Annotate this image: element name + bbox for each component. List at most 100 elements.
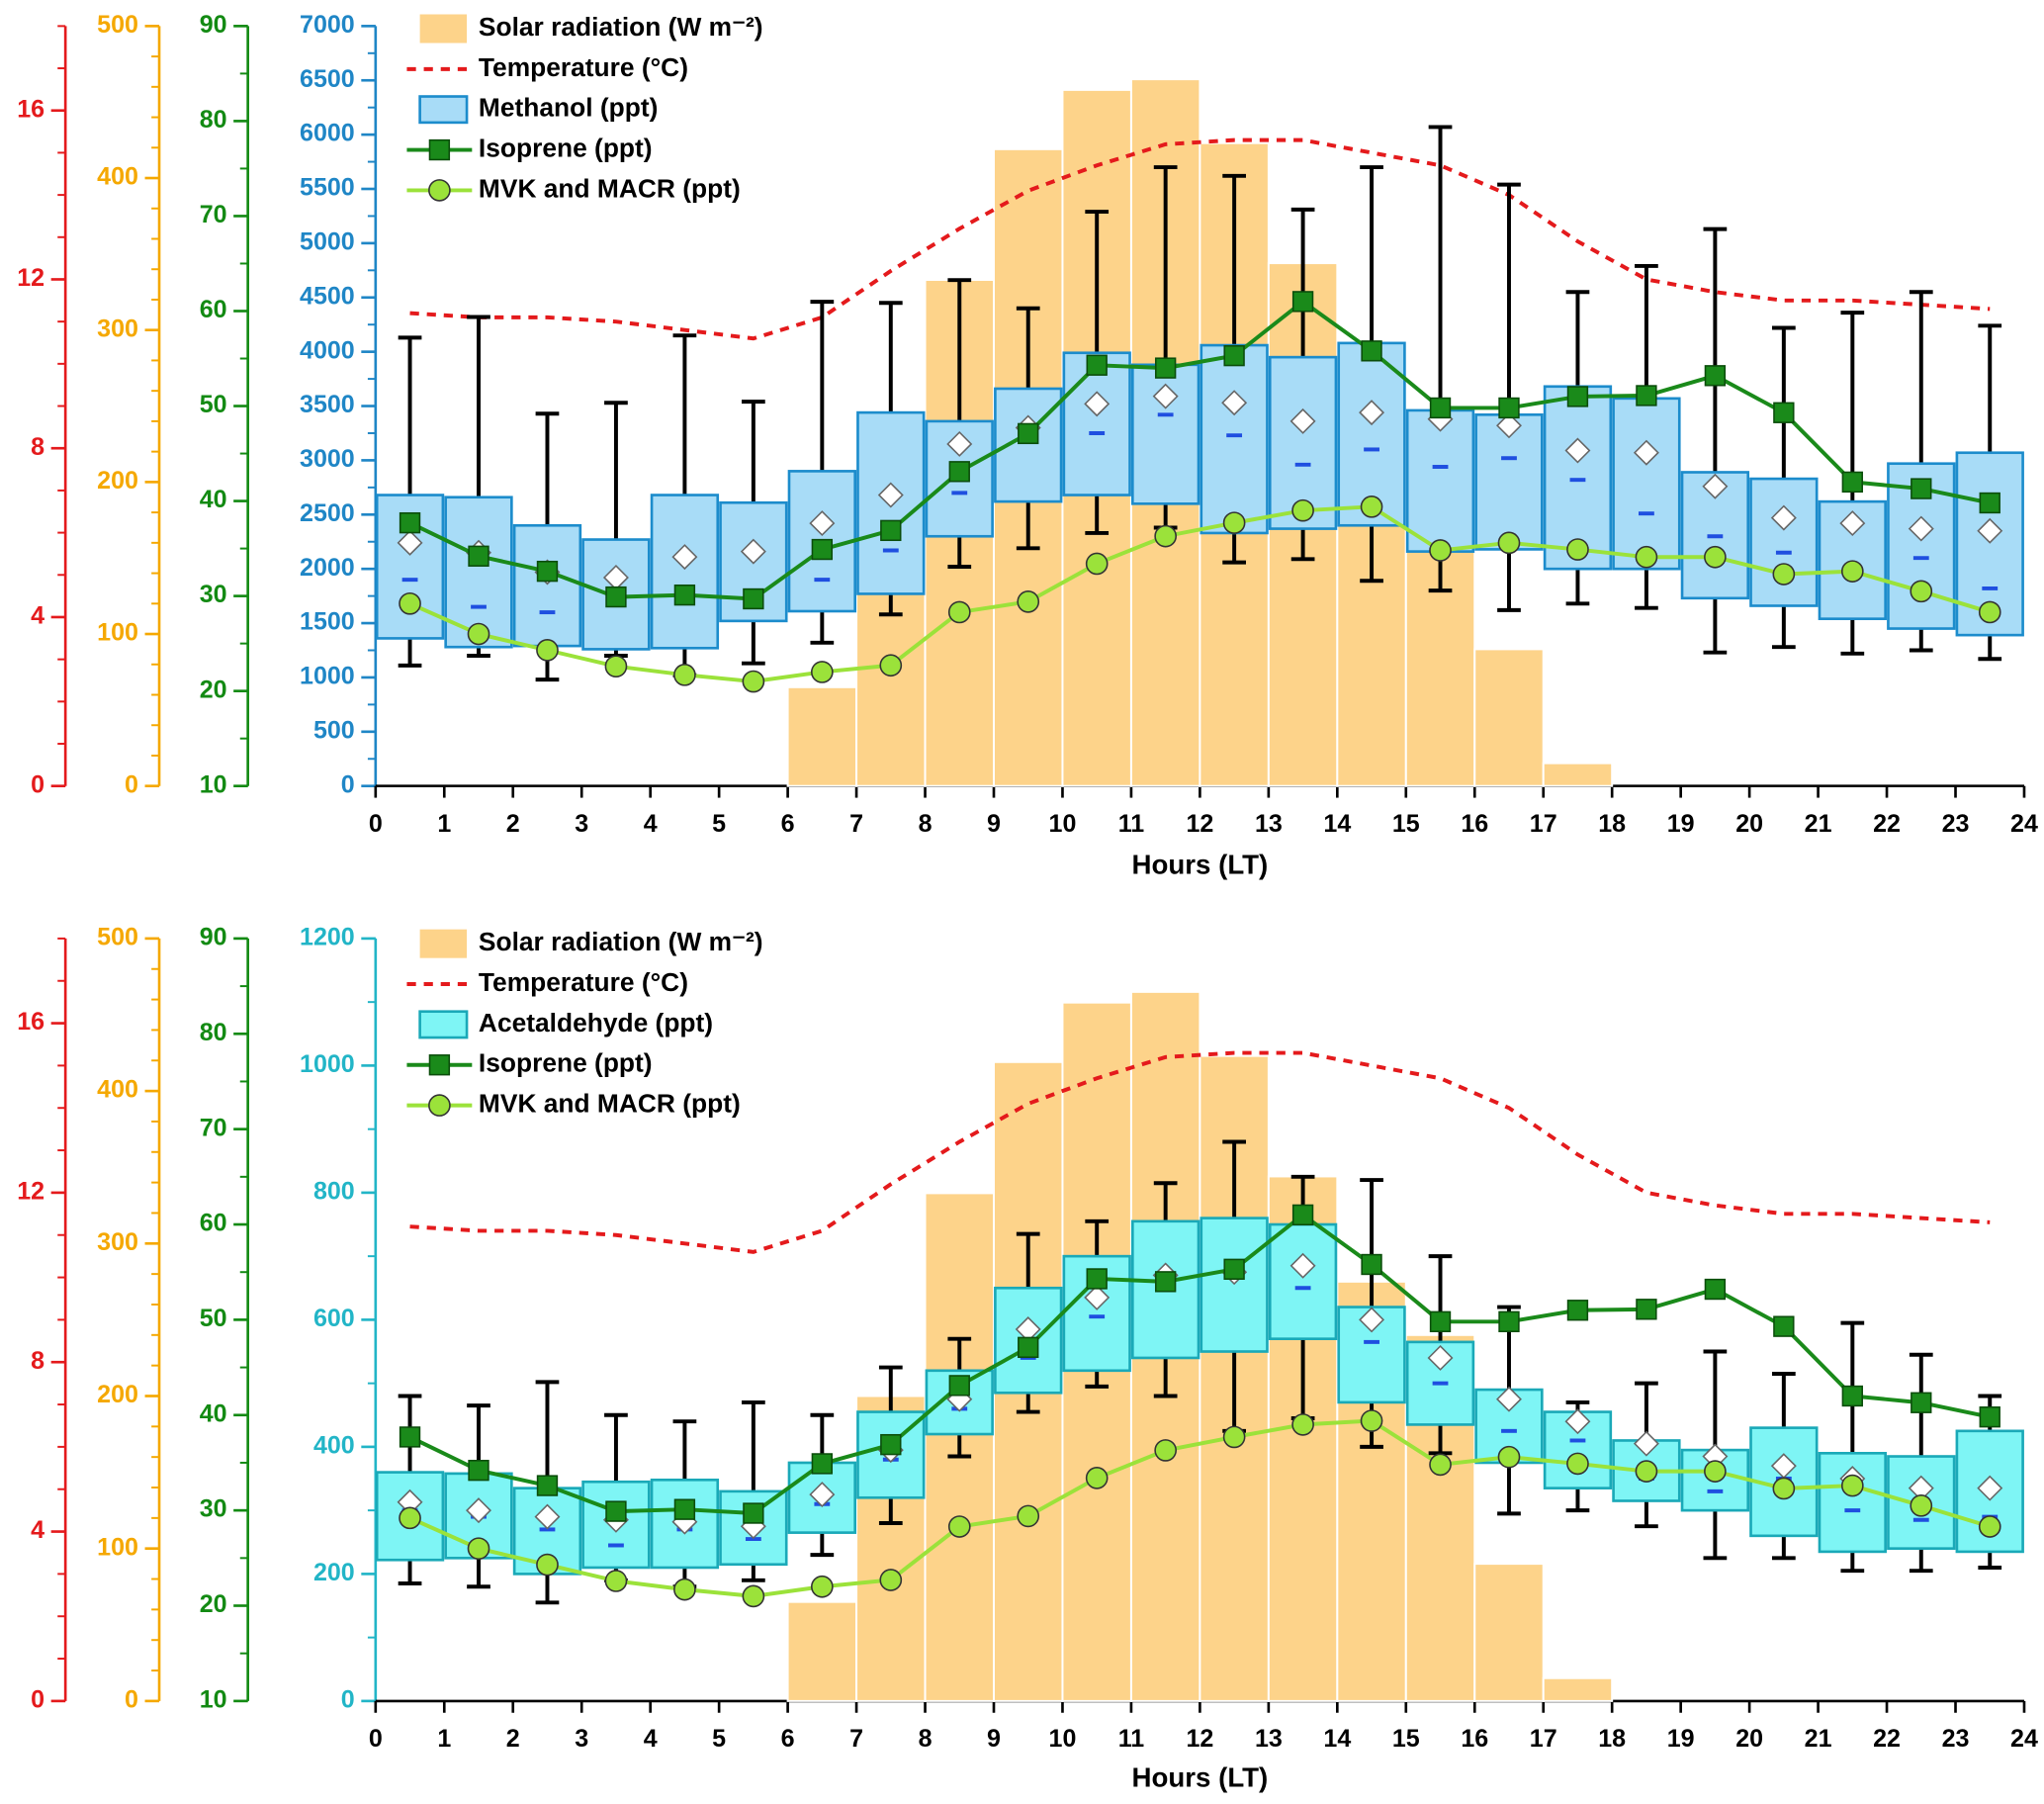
y-tick-label: 400 <box>313 1431 355 1459</box>
square-marker <box>1291 291 1314 313</box>
bar <box>786 1600 858 1702</box>
y-tick-label: 3500 <box>300 391 355 418</box>
y-tick-label: 40 <box>200 486 227 513</box>
square-marker <box>1979 492 2000 514</box>
circle-marker <box>1840 1474 1864 1497</box>
y-tick-label: 300 <box>97 1228 138 1256</box>
square-marker <box>536 1475 559 1496</box>
box <box>1131 1219 1200 1360</box>
mean-marker <box>1977 517 2003 544</box>
x-tick-label: 10 <box>1049 1725 1077 1753</box>
circle-marker <box>1017 1504 1040 1528</box>
circle-marker <box>742 670 765 693</box>
y-tick-label: 500 <box>313 716 355 744</box>
x-tick-label: 16 <box>1461 810 1488 838</box>
legend-marker <box>428 1054 451 1076</box>
bars <box>786 990 1614 1702</box>
square-marker <box>1291 1204 1314 1226</box>
circle-marker <box>947 600 971 624</box>
bar <box>1473 1563 1545 1702</box>
square-marker <box>1566 1300 1589 1321</box>
mean-marker <box>1427 1344 1454 1371</box>
y-tick-label: 5500 <box>300 174 355 202</box>
lines <box>399 1204 2001 1608</box>
square-marker <box>1498 397 1520 419</box>
mean-marker <box>1496 412 1522 439</box>
legend-label: Temperature (°C) <box>479 967 688 997</box>
square-marker <box>536 560 559 583</box>
legend: Solar radiation (W m⁻²) Temperature (°C) A… <box>406 927 763 1119</box>
x-tick-label: 24 <box>2010 1725 2038 1753</box>
mean-marker <box>1633 1430 1659 1457</box>
x-axis-title: Hours (LT) <box>1132 1761 1269 1792</box>
y-tick-label: 100 <box>97 1533 138 1561</box>
x-tick-label: 13 <box>1255 810 1283 838</box>
circle-marker <box>1566 538 1589 561</box>
legend-label: Methanol (ppt) <box>479 93 658 123</box>
y-tick-label: 60 <box>200 1210 227 1237</box>
x-tick-label: 0 <box>369 810 383 838</box>
circle-marker <box>1360 1409 1383 1432</box>
box <box>1887 1455 1956 1551</box>
x-tick-label: 2 <box>506 1725 520 1753</box>
circle-marker <box>1429 1453 1452 1477</box>
circle-marker <box>604 655 628 678</box>
y-tick-label: 20 <box>200 676 227 703</box>
x-tick-label: 22 <box>1873 810 1901 838</box>
circle-marker <box>1291 498 1314 522</box>
y-tick-label: 200 <box>97 1381 138 1408</box>
y-tick-label: 70 <box>200 1114 227 1141</box>
square-marker <box>1429 397 1452 419</box>
square-marker <box>605 1500 627 1522</box>
y-tick-label: 60 <box>200 296 227 323</box>
x-tick-label: 7 <box>849 1725 863 1753</box>
y-tick-label: 8 <box>31 433 44 461</box>
circle-marker <box>1704 545 1727 569</box>
y-tick-label: 4 <box>31 602 44 630</box>
square-marker <box>1154 357 1177 379</box>
circle-marker <box>399 591 421 615</box>
square-marker <box>1566 386 1589 407</box>
x-tick-label: 16 <box>1461 1725 1488 1753</box>
y-tick-label: 0 <box>31 1685 44 1713</box>
square-marker <box>811 538 834 561</box>
circle-marker <box>1497 531 1521 555</box>
circle-marker <box>1429 539 1452 562</box>
x-tick-label: 14 <box>1323 1725 1351 1753</box>
mean-marker <box>946 430 973 457</box>
y-tick-label: 80 <box>200 106 227 134</box>
x-tick-label: 24 <box>2010 810 2038 838</box>
x-tick-label: 11 <box>1118 810 1145 838</box>
chart-panel: 0481216010020030040050010203040506070809… <box>17 11 2038 880</box>
bar <box>786 685 858 787</box>
x-tick-label: 5 <box>712 810 726 838</box>
mean-marker <box>534 1503 561 1530</box>
box <box>1543 385 1613 571</box>
x-tick-label: 7 <box>849 810 863 838</box>
y-tick-label: 6500 <box>300 65 355 93</box>
legend-marker <box>428 1094 451 1117</box>
series-line <box>408 299 1991 601</box>
x-tick-label: 15 <box>1392 1725 1420 1753</box>
box <box>1337 341 1406 527</box>
circle-marker <box>1704 1460 1727 1483</box>
x-tick-label: 12 <box>1186 810 1213 838</box>
square-marker <box>399 511 421 534</box>
square-marker <box>1636 385 1657 406</box>
mean-marker <box>1289 407 1316 434</box>
mean-marker <box>1633 439 1659 466</box>
x-tick-label: 3 <box>575 1725 588 1753</box>
square-marker <box>468 545 489 567</box>
mean-marker <box>1839 510 1866 537</box>
legend-label: MVK and MACR (ppt) <box>479 1089 741 1119</box>
x-tick-label: 15 <box>1392 810 1420 838</box>
y-tick-label: 5000 <box>300 227 355 255</box>
y-tick-label: 30 <box>200 581 227 608</box>
x-tick-label: 8 <box>919 810 933 838</box>
mean-marker <box>740 538 766 565</box>
x-tick-label: 1 <box>437 810 451 838</box>
series-line <box>408 504 1991 684</box>
square-marker <box>1841 471 1863 494</box>
square-marker <box>1361 1253 1382 1276</box>
